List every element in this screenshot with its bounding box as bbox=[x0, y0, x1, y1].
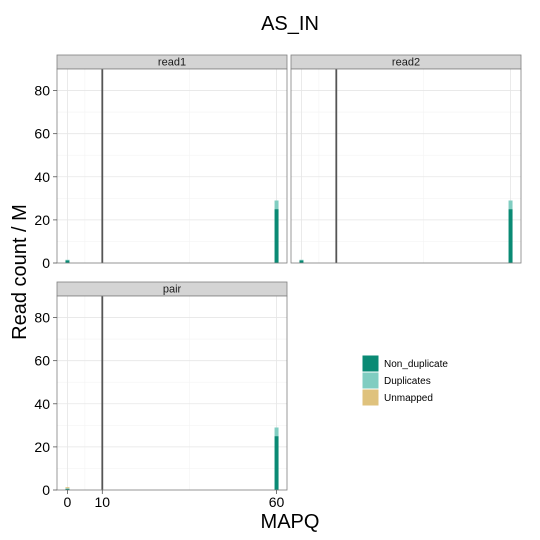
x-tick-label: 0 bbox=[64, 494, 72, 510]
y-tick-label: 80 bbox=[34, 83, 50, 99]
panels-group: read1 0 20 40 60 80 read2 pair 0 20 40 60 80 0 10 60 bbox=[34, 54, 522, 510]
legend-label: Non_duplicate bbox=[384, 359, 448, 370]
legend-key-unmapped bbox=[361, 388, 380, 407]
legend-key-duplicates bbox=[361, 371, 380, 390]
facet-panel-read2: read2 bbox=[290, 54, 522, 264]
y-tick-label: 40 bbox=[34, 396, 50, 412]
plot-background bbox=[57, 296, 287, 490]
bar-segment-non_duplicate bbox=[274, 209, 279, 263]
chart-title: AS_IN bbox=[261, 13, 319, 35]
plot-background bbox=[291, 69, 521, 263]
plot-background bbox=[57, 69, 287, 263]
bar-segment-non_duplicate bbox=[508, 209, 513, 263]
y-tick-label: 40 bbox=[34, 169, 50, 185]
y-tick-label: 0 bbox=[42, 482, 50, 498]
y-tick-label: 20 bbox=[34, 439, 50, 455]
facet-strip-label: read2 bbox=[392, 57, 420, 69]
facet-panel-read1: read1 0 20 40 60 80 bbox=[34, 54, 288, 271]
y-axis-title: Read count / M bbox=[9, 204, 31, 340]
y-tick-label: 60 bbox=[34, 126, 50, 142]
legend: Non_duplicate Duplicates Unmapped bbox=[361, 354, 448, 407]
legend-label: Duplicates bbox=[384, 376, 431, 387]
legend-key-non_duplicate bbox=[361, 354, 380, 373]
legend-label: Unmapped bbox=[384, 393, 433, 404]
bar-segment-duplicates bbox=[274, 200, 279, 210]
panel-border bbox=[290, 68, 522, 264]
panel-border bbox=[56, 68, 288, 264]
bar-segment-duplicates bbox=[508, 200, 513, 210]
facet-strip-label: pair bbox=[163, 284, 182, 296]
panel-border bbox=[56, 295, 288, 491]
x-tick-label: 10 bbox=[95, 494, 111, 510]
bar-segment-duplicates bbox=[299, 259, 304, 261]
facet-strip-label: read1 bbox=[158, 57, 186, 69]
bar-segment-unmapped bbox=[65, 487, 70, 489]
bar-segment-duplicates bbox=[65, 488, 70, 489]
y-tick-label: 20 bbox=[34, 212, 50, 228]
y-tick-label: 60 bbox=[34, 353, 50, 369]
x-axis-title: MAPQ bbox=[261, 511, 320, 533]
bar-segment-non_duplicate bbox=[65, 488, 70, 490]
y-tick-label: 0 bbox=[42, 255, 50, 271]
x-tick-label: 60 bbox=[269, 494, 285, 510]
facet-panel-pair: pair 0 20 40 60 80 0 10 60 bbox=[34, 281, 288, 510]
y-tick-label: 80 bbox=[34, 310, 50, 326]
bar-segment-non_duplicate bbox=[65, 260, 70, 263]
bar-segment-duplicates bbox=[65, 259, 70, 261]
bar-segment-non_duplicate bbox=[299, 260, 304, 263]
bar-segment-duplicates bbox=[274, 427, 279, 437]
bar-segment-non_duplicate bbox=[274, 436, 279, 490]
